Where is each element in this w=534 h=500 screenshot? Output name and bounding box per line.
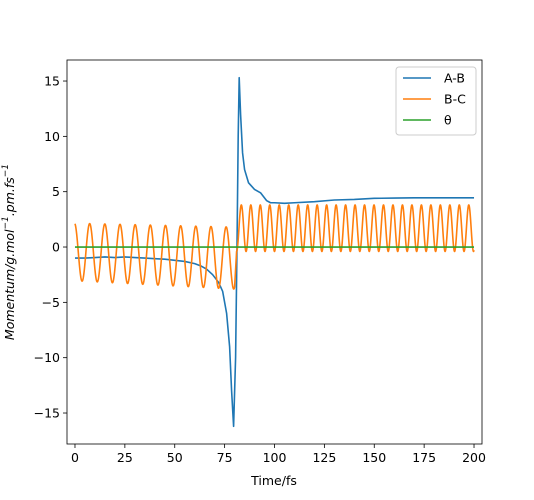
legend: A-B B-C θ [395,66,477,136]
y-axis-label-sup2: −1 [1,164,11,177]
legend-box [395,66,477,136]
x-tick-label: 50 [167,450,183,465]
x-axis: 0 25 50 75 100 125 150 175 200 [71,444,486,465]
y-tick-label: 10 [44,129,60,144]
x-tick-label: 75 [217,450,233,465]
y-tick-label: −5 [42,295,60,310]
y-axis-label-mid: .pm.fs [2,177,17,216]
legend-label-bc: B-C [444,92,466,107]
series-line-ab [74,76,475,428]
x-tick-label: 0 [71,450,79,465]
y-axis: −15 −10 −5 0 5 10 15 [34,74,67,421]
y-tick-label: 15 [44,74,60,89]
x-tick-label: 150 [362,450,386,465]
y-axis-label: Momentum/g.mol−1.pm.fs−1 [1,164,17,340]
x-tick-label: 200 [462,450,486,465]
legend-label-theta: θ [444,113,452,128]
x-tick-label: 125 [312,450,336,465]
y-axis-label-sup1: −1 [1,216,11,229]
x-tick-label: 100 [263,450,287,465]
x-axis-label: Time/fs [250,473,297,488]
y-tick-label: 5 [52,184,60,199]
plot-lines [74,76,475,428]
y-axis-label-main: Momentum/g.mol [2,229,17,340]
legend-label-ab: A-B [444,71,465,86]
y-tick-label: 0 [52,240,60,255]
x-tick-label: 175 [412,450,436,465]
y-tick-label: −10 [34,350,60,365]
y-tick-label: −15 [34,406,60,421]
x-tick-label: 25 [117,450,133,465]
